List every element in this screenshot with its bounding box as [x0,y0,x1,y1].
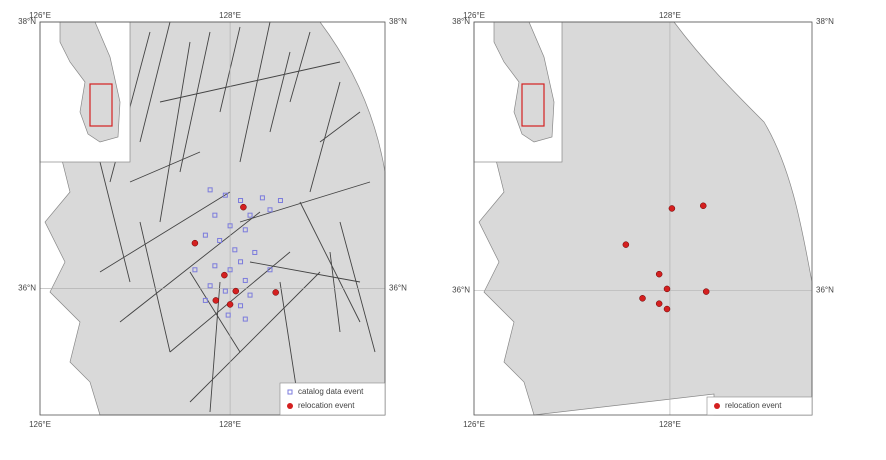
relocation-event [663,305,671,313]
lat-tick-label: 38°N [816,17,834,26]
legend-marker [714,403,720,409]
relocation-event [700,202,707,210]
lat-tick-label: 36°N [452,285,470,294]
catalog-event [242,277,248,283]
catalog-event [259,195,265,201]
inset-frame [89,83,113,127]
legend-label: catalog data event [298,387,364,396]
lon-tick-label: 128°E [659,420,681,429]
catalog-event [202,232,208,238]
relocation-event [240,203,247,211]
inset-land [493,21,555,143]
lon-tick-label: 126°E [463,11,485,20]
map-panel: 126°E 126°E 128°E 128°E 38°N 38°N 36°N 36°N cata… [18,11,407,429]
relocation-event [191,239,199,247]
catalog-event [238,303,244,309]
relocation-event [655,270,663,278]
catalog-event [267,267,273,273]
lat-tick-label: 36°N [18,284,36,293]
catalog-event [277,198,283,204]
relocation-event [663,285,671,293]
catalog-event [207,187,213,193]
map-frame [39,21,386,416]
lat-tick-label: 36°N [389,284,407,293]
catalog-event [247,292,253,298]
catalog-event [225,312,231,318]
catalog-event [238,259,244,265]
lon-tick-label: 128°E [219,420,241,429]
map-panel: 126°E 126°E 128°E 128°E 38°N 38°N 36°N 36°N relo… [452,11,834,429]
catalog-event [227,223,233,229]
catalog-event [202,297,208,303]
lon-tick-label: 126°E [29,420,51,429]
relocation-event [639,295,646,302]
legend [706,396,813,416]
catalog-event [222,192,228,198]
catalog-event [217,237,223,243]
legend-label: relocation event [725,401,782,410]
relocation-event [622,241,630,248]
catalog-event [232,247,238,253]
lon-tick-label: 126°E [29,11,51,20]
catalog-event [207,283,213,289]
catalog-event [267,207,273,213]
catalog-event [247,212,253,218]
inset-land [59,21,121,143]
lon-tick-label: 128°E [659,11,681,20]
lat-tick-label: 38°N [18,17,36,26]
catalog-event [238,198,244,204]
legend-marker [287,389,293,395]
legend-label: relocation event [298,401,355,410]
lat-tick-label: 38°N [389,17,407,26]
catalog-event [242,227,248,233]
catalog-event [252,249,258,255]
catalog-event [212,263,218,269]
lat-tick-label: 36°N [816,285,834,294]
catalog-event [222,288,228,294]
relocation-event [655,300,663,307]
catalog-event [227,267,233,273]
lon-tick-label: 128°E [219,11,241,20]
lon-tick-label: 126°E [463,420,485,429]
inset-frame [521,83,545,127]
lat-tick-label: 38°N [452,17,470,26]
legend-marker [287,403,293,409]
legend [279,382,386,416]
relocation-event [226,301,234,308]
relocation-event [272,289,279,296]
catalog-event [212,212,218,218]
relocation-event [668,205,676,212]
relocation-event [232,287,240,295]
relocation-event [212,297,220,304]
catalog-event [242,316,248,322]
map-frame [473,21,813,416]
relocation-event [221,271,228,279]
relocation-event [702,288,710,295]
catalog-event [192,267,198,273]
